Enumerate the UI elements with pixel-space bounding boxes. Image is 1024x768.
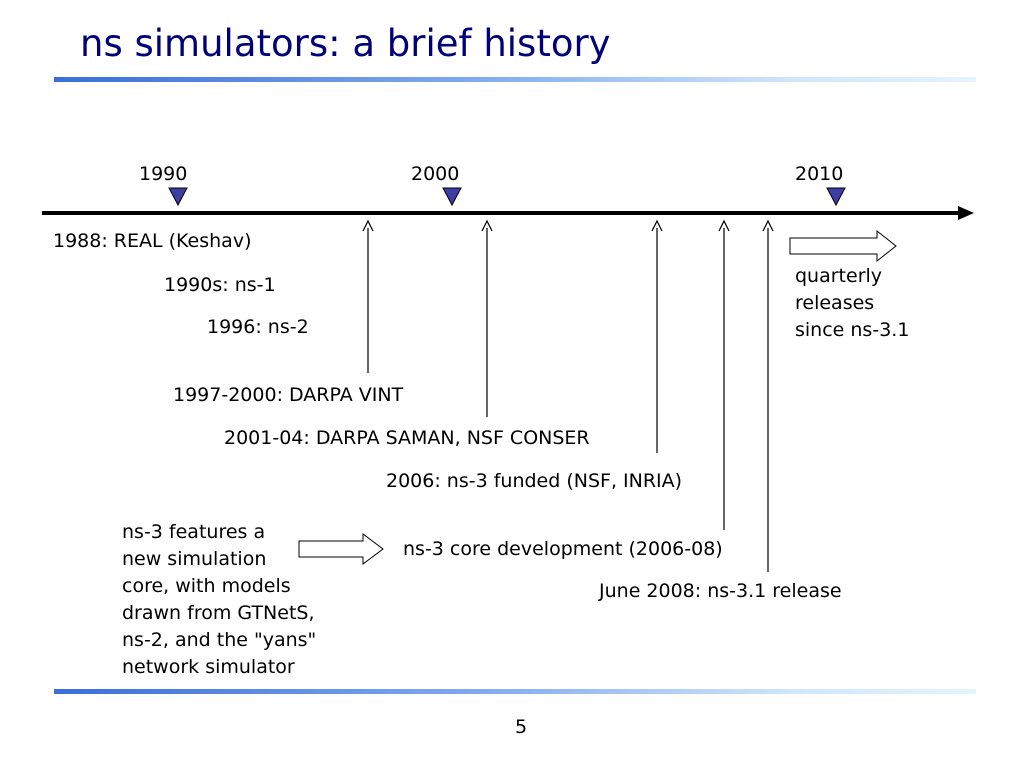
features-note-line: ns-2, and the "yans" bbox=[122, 629, 317, 651]
page-number: 5 bbox=[515, 716, 528, 738]
features-note-line: drawn from GTNetS, bbox=[122, 602, 315, 624]
features-block-arrow bbox=[298, 533, 384, 565]
year-marker-2010 bbox=[826, 187, 846, 207]
quarterly-note-line: quarterly bbox=[795, 265, 883, 287]
event-ns1: 1990s: ns-1 bbox=[164, 274, 276, 296]
event-arrow-ns3-funded bbox=[651, 219, 663, 453]
event-vint: 1997-2000: DARPA VINT bbox=[173, 384, 404, 406]
quarterly-note: quarterly releases since ns-3.1 bbox=[795, 263, 909, 344]
event-real: 1988: REAL (Keshav) bbox=[53, 230, 252, 252]
event-arrow-release bbox=[762, 219, 774, 572]
event-release: June 2008: ns-3.1 release bbox=[599, 580, 842, 602]
timeline-axis-arrowhead bbox=[958, 206, 974, 220]
event-ns3-funded: 2006: ns-3 funded (NSF, INRIA) bbox=[386, 470, 683, 492]
features-note-line: network simulator bbox=[122, 656, 295, 678]
slide-title: ns simulators: a brief history bbox=[80, 22, 611, 65]
quarterly-note-line: since ns-3.1 bbox=[795, 319, 910, 341]
event-core-dev: ns-3 core development (2006-08) bbox=[403, 538, 723, 560]
year-label-1990: 1990 bbox=[139, 163, 188, 185]
event-arrow-core-dev bbox=[718, 219, 730, 530]
quarterly-note-line: releases bbox=[795, 292, 875, 314]
event-arrow-vint bbox=[362, 219, 374, 373]
year-marker-1990 bbox=[168, 187, 188, 207]
year-label-2010: 2010 bbox=[795, 163, 844, 185]
features-note-line: new simulation bbox=[122, 548, 267, 570]
event-ns2: 1996: ns-2 bbox=[207, 316, 309, 338]
event-arrow-saman bbox=[481, 219, 493, 417]
year-marker-2000 bbox=[442, 187, 462, 207]
features-note: ns-3 features a new simulation core, wit… bbox=[122, 519, 316, 681]
year-label-2000: 2000 bbox=[411, 163, 460, 185]
quarterly-block-arrow bbox=[789, 229, 897, 263]
footer-rule bbox=[54, 689, 976, 694]
features-note-line: ns-3 features a bbox=[122, 521, 266, 543]
title-underline bbox=[54, 77, 976, 82]
features-note-line: core, with models bbox=[122, 575, 291, 597]
event-saman: 2001-04: DARPA SAMAN, NSF CONSER bbox=[224, 427, 590, 449]
